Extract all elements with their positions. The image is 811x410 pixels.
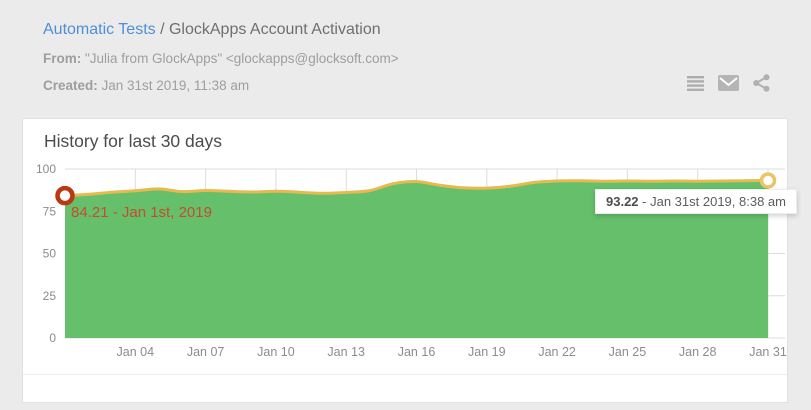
x-tick-label: Jan 19 xyxy=(468,345,506,359)
x-tick-label: Jan 10 xyxy=(257,345,295,359)
card-footer xyxy=(23,374,787,402)
tooltip-text: - Jan 31st 2019, 8:38 am xyxy=(638,194,786,209)
y-tick-label: 75 xyxy=(43,204,57,218)
y-tick-label: 25 xyxy=(43,289,57,303)
x-tick-label: Jan 25 xyxy=(609,345,647,359)
breadcrumb-separator: / xyxy=(155,21,169,38)
x-tick-label: Jan 13 xyxy=(327,345,365,359)
chart-title: History for last 30 days xyxy=(44,131,222,151)
breadcrumb: Automatic Tests / GlockApps Account Acti… xyxy=(43,20,399,39)
created-line: Created: Jan 31st 2019, 11:38 am xyxy=(43,78,399,93)
x-tick-label: Jan 31 xyxy=(749,345,787,359)
breadcrumb-current: GlockApps Account Activation xyxy=(168,21,381,38)
history-chart-svg[interactable]: 0 25 50 75 100 Jan 04 Jan 07 Jan 10 Jan 13 Jan 16… xyxy=(23,119,787,402)
action-toolbar xyxy=(687,74,770,92)
y-tick-label: 50 xyxy=(43,247,57,261)
x-tick-label: Jan 28 xyxy=(679,345,717,359)
from-value: "Julia from GlockApps" <glockapps@glocks… xyxy=(81,51,399,66)
x-tick-label: Jan 16 xyxy=(398,345,436,359)
from-line: From: "Julia from GlockApps" <glockapps@… xyxy=(43,51,399,66)
created-value: Jan 31st 2019, 11:38 am xyxy=(97,78,250,93)
y-tick-label: 100 xyxy=(36,162,56,176)
header: Automatic Tests / GlockApps Account Acti… xyxy=(43,20,399,93)
end-point-marker[interactable] xyxy=(759,172,777,189)
list-icon[interactable] xyxy=(687,75,704,91)
x-tick-label: Jan 22 xyxy=(538,345,576,359)
x-tick-label: Jan 07 xyxy=(187,345,225,359)
history-line xyxy=(63,179,770,198)
y-tick-label: 0 xyxy=(49,331,56,345)
start-point-marker[interactable] xyxy=(55,185,75,206)
start-point-annotation: 84.21 - Jan 1st, 2019 xyxy=(71,204,212,221)
history-area xyxy=(65,180,768,338)
end-point-tooltip: 93.22 - Jan 31st 2019, 8:38 am xyxy=(595,189,797,214)
from-label: From: xyxy=(43,51,82,66)
tooltip-value: 93.22 xyxy=(606,194,639,209)
x-tick-label: Jan 04 xyxy=(117,345,155,359)
share-icon[interactable] xyxy=(753,74,770,92)
mail-icon[interactable] xyxy=(718,75,739,91)
history-card: History for last 30 days 0 25 50 75 100 Jan 0… xyxy=(22,118,797,403)
breadcrumb-link-automatic-tests[interactable]: Automatic Tests xyxy=(43,21,156,38)
created-label: Created: xyxy=(43,78,98,93)
